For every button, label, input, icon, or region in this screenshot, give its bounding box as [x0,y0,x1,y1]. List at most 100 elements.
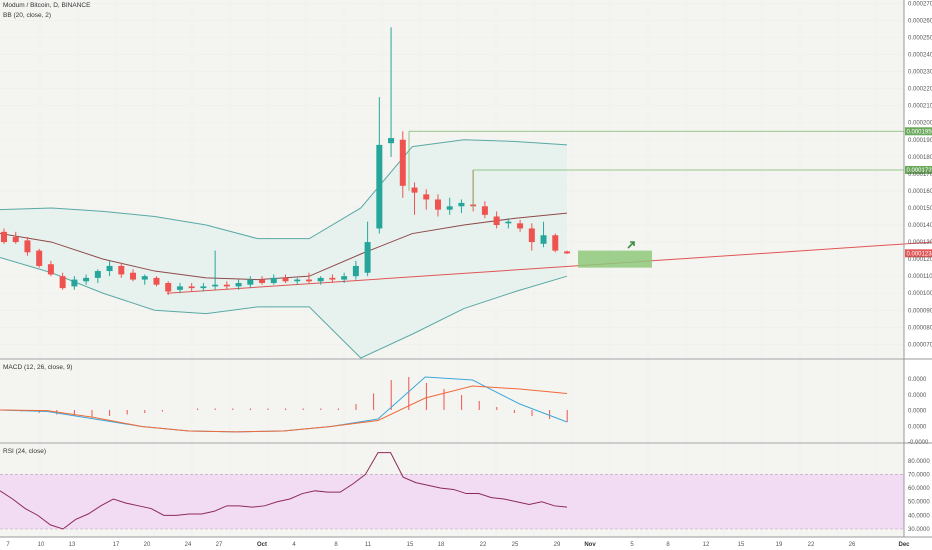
candle-body [517,223,524,229]
time-axis-label: 15 [738,542,745,548]
macd-axis-label: 0.0000 [908,424,927,430]
candle-body [434,199,441,210]
candle-body [294,279,301,282]
rsi-indicator-label: RSI (24, close) [3,448,46,455]
candle-body [259,279,266,283]
time-axis-label: 5 [630,542,634,548]
time-axis-label: 22 [480,542,487,548]
macd-indicator-label: MACD (12, 26, close, 9) [3,364,73,371]
candle-body [200,286,207,289]
rsi-axis-label: 50.0000 [908,500,930,506]
time-axis-label: 11 [365,542,372,548]
candle-body [458,202,465,207]
candle-body [270,277,277,283]
candle-body [130,272,137,280]
up-arrow-icon [627,241,635,249]
candle-body [423,194,430,200]
target-zone [578,250,652,268]
time-axis-label: Oct [257,542,267,548]
time-axis-label: 26 [849,542,856,548]
time-axis-label: 10 [38,542,45,548]
rsi-panel[interactable] [0,452,904,530]
candle-body [305,279,312,282]
rsi-axis-label: 80.0000 [908,459,930,465]
time-axis-label: 7 [6,542,10,548]
candle-body [528,228,535,243]
candle-body [71,279,78,287]
candle-body [36,250,43,266]
candle-body [481,206,488,215]
candle-body [83,277,90,282]
time-axis-label: 17 [113,542,120,548]
time-axis-label: 13 [69,542,76,548]
time-axis-label: 27 [216,542,223,548]
candle-body [47,264,54,275]
candle-body [411,187,418,193]
time-axis-label: 24 [185,542,192,548]
price-tag: 0.0001723 [907,168,932,174]
rsi-line [0,452,568,530]
time-axis-label: 8 [666,542,670,548]
time-axis-label: 25 [512,542,519,548]
time-axis-label: 18 [438,542,445,548]
candle-body [165,282,172,292]
time-axis-label: 20 [144,542,151,548]
candle-body [446,206,453,210]
candle-body [540,235,547,244]
rsi-axis-label: 60.0000 [908,486,930,492]
candle-body [399,139,406,186]
price-tag: 0.0001234 [907,251,932,257]
candle-body [176,286,183,290]
candle-body [282,277,289,282]
candle-body [235,282,242,287]
macd-axis-label: 0.0000 [908,393,927,399]
candle-body [352,265,359,277]
candle-body [141,276,148,280]
time-axis-label: 29 [554,542,561,548]
candle-body [223,284,230,287]
time-axis-label: 15 [407,542,414,548]
candle-body [1,231,7,243]
bollinger-lower [0,256,568,359]
candle-body [493,216,500,226]
rsi-axis-label: 30.0000 [908,527,930,533]
candle-body [388,138,395,144]
candle-body [106,265,113,272]
macd-panel[interactable] [0,376,568,433]
macd-background [0,360,904,442]
candle-body [317,277,324,282]
candle-body [188,286,195,289]
rsi-axis-label: 70.0000 [908,472,930,478]
candle-body [12,236,19,243]
time-axis-label: 8 [334,542,338,548]
candle-body [59,276,66,289]
candle-body [341,276,348,280]
candle-body [94,271,101,278]
time-axis-label: 19 [776,542,783,548]
rsi-axis-label: 40.0000 [908,513,930,519]
symbol-title: Modum / Bitcoin, D, BINANCE [3,2,91,9]
macd-axis-label: 0.0000 [908,409,927,415]
bollinger-upper [0,139,568,240]
price-tag-bg [905,127,932,136]
bb-indicator-label: BB (20, close, 2) [3,12,52,19]
price-tag-bg [905,249,932,258]
